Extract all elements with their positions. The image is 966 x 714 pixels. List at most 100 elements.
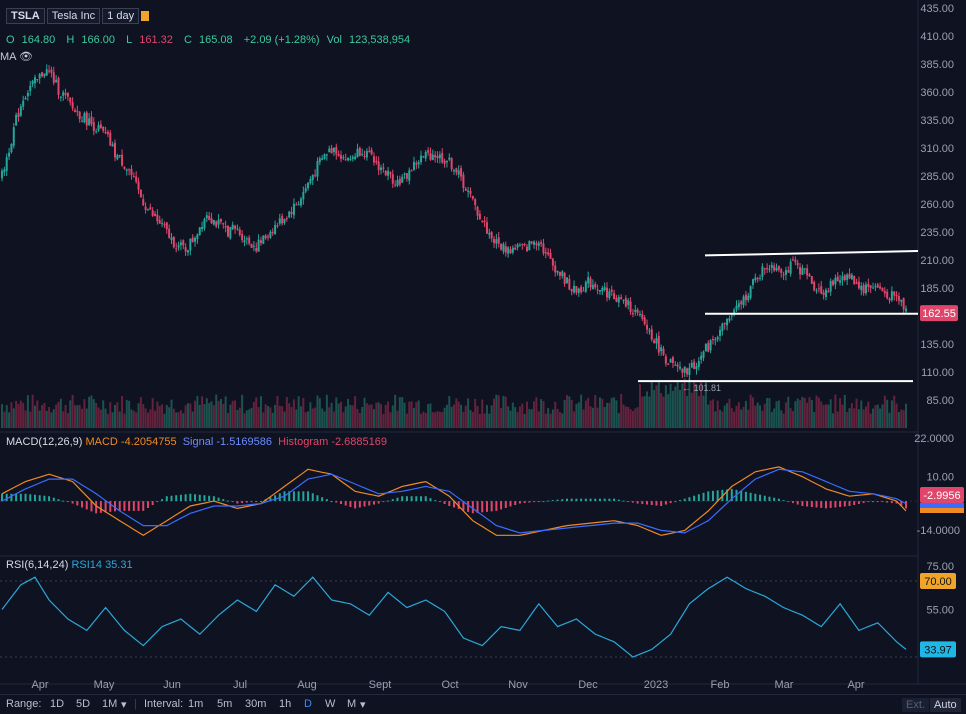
candle — [566, 277, 568, 284]
candle-body — [10, 143, 13, 153]
volume-bar — [438, 411, 441, 428]
candle-body — [125, 169, 128, 171]
current-price-badge — [920, 305, 958, 322]
candle-body — [671, 357, 674, 364]
range-1d[interactable]: 1D — [50, 698, 65, 710]
macd-histogram-bar — [438, 501, 441, 503]
macd-histogram-bar — [627, 501, 630, 503]
eye-off-icon[interactable]: 👁 — [18, 51, 33, 63]
volume-bar — [655, 385, 658, 428]
symbol-chip[interactable]: TSLA — [6, 8, 45, 24]
volume-bar — [848, 408, 851, 428]
range-5d[interactable]: 5D — [76, 698, 91, 710]
candle — [702, 350, 705, 362]
volume-bar — [850, 403, 853, 428]
volume-bar — [606, 402, 609, 428]
candle — [629, 297, 632, 315]
ma-indicator[interactable]: MA 👁 — [0, 50, 33, 63]
auto-toggle[interactable]: Auto — [930, 698, 961, 712]
interval-1m[interactable]: 1m — [188, 698, 204, 710]
candle — [836, 272, 839, 282]
candle-body — [257, 239, 260, 252]
candle-body — [276, 225, 279, 227]
volume-bar — [88, 396, 91, 428]
chevron-down-icon[interactable]: ▾ — [360, 699, 366, 711]
volume-bar — [829, 399, 832, 428]
candle-body — [135, 176, 138, 182]
volume-bar — [295, 409, 298, 428]
candle — [45, 64, 48, 76]
candle-body — [657, 335, 660, 353]
candle — [274, 220, 277, 235]
candle — [775, 263, 778, 272]
candle-body — [302, 192, 305, 200]
candle-body — [278, 218, 281, 224]
volume-bar — [351, 405, 354, 428]
volume-bar — [453, 404, 455, 428]
macd-histogram-bar — [693, 495, 696, 502]
candle-body — [827, 290, 830, 293]
interval-30m[interactable]: 30m — [245, 698, 267, 710]
macd-histogram-bar — [664, 501, 667, 505]
candle-body — [99, 124, 102, 129]
candle — [591, 279, 594, 290]
volume-bar — [726, 402, 729, 428]
volume-bar — [737, 402, 740, 428]
flag-icon[interactable] — [141, 11, 150, 22]
volume-bar — [309, 402, 312, 428]
candle-body — [547, 252, 550, 255]
macd-histogram-bar — [368, 501, 371, 506]
candle-body — [862, 285, 865, 294]
range-1m[interactable]: 1M — [102, 698, 118, 710]
candle-body — [36, 79, 39, 81]
interval-d[interactable]: D — [304, 698, 312, 710]
volume-bar — [347, 398, 350, 428]
macd-histogram-bar — [184, 494, 187, 502]
ext-toggle[interactable]: Ext. — [902, 698, 929, 712]
volume-bar — [561, 413, 564, 428]
candle-body — [874, 286, 877, 288]
interval-m[interactable]: M — [347, 698, 357, 710]
candle-body — [573, 285, 576, 293]
symbol-legend: TSLA Tesla Inc 1 day — [6, 8, 151, 24]
interval-w[interactable]: W — [325, 698, 336, 710]
macd-histogram-bar — [476, 501, 479, 513]
candle-body — [603, 286, 606, 291]
candle-body — [189, 238, 192, 251]
candle-body — [806, 268, 809, 276]
macd-histogram-bar — [801, 501, 804, 506]
volume-bar — [285, 396, 288, 428]
candle-body — [810, 276, 813, 284]
volume-bar — [191, 411, 194, 428]
volume-bar — [227, 412, 229, 428]
volume-bar — [69, 400, 72, 428]
interval-chip[interactable]: 1 day — [102, 8, 140, 24]
macd-histogram-bar — [500, 501, 503, 510]
volume-bar — [843, 394, 846, 428]
candle — [102, 126, 105, 133]
candle — [295, 202, 298, 206]
candle — [726, 318, 729, 331]
candle — [799, 263, 802, 280]
candle — [403, 172, 406, 180]
candle-body — [295, 204, 298, 206]
candle — [175, 242, 178, 253]
interval-1h[interactable]: 1h — [279, 698, 292, 710]
chevron-down-icon[interactable]: ▾ — [121, 699, 127, 711]
volume-bar — [450, 406, 453, 428]
price-tick-label: 110.00 — [921, 367, 954, 379]
candle — [88, 113, 91, 126]
candle-body — [245, 238, 248, 240]
volume-bar — [215, 394, 218, 428]
candle-body — [624, 298, 627, 307]
macd-histogram-bar — [749, 492, 752, 502]
candle — [139, 189, 142, 198]
candle-body — [751, 279, 754, 285]
histogram-value: Histogram -2.6885169 — [278, 436, 387, 448]
candle-body — [309, 179, 312, 184]
candle — [742, 294, 745, 309]
interval-5m[interactable]: 5m — [217, 698, 233, 710]
rsi-title: RSI(6,14,24) — [6, 559, 69, 571]
candle — [869, 284, 872, 294]
